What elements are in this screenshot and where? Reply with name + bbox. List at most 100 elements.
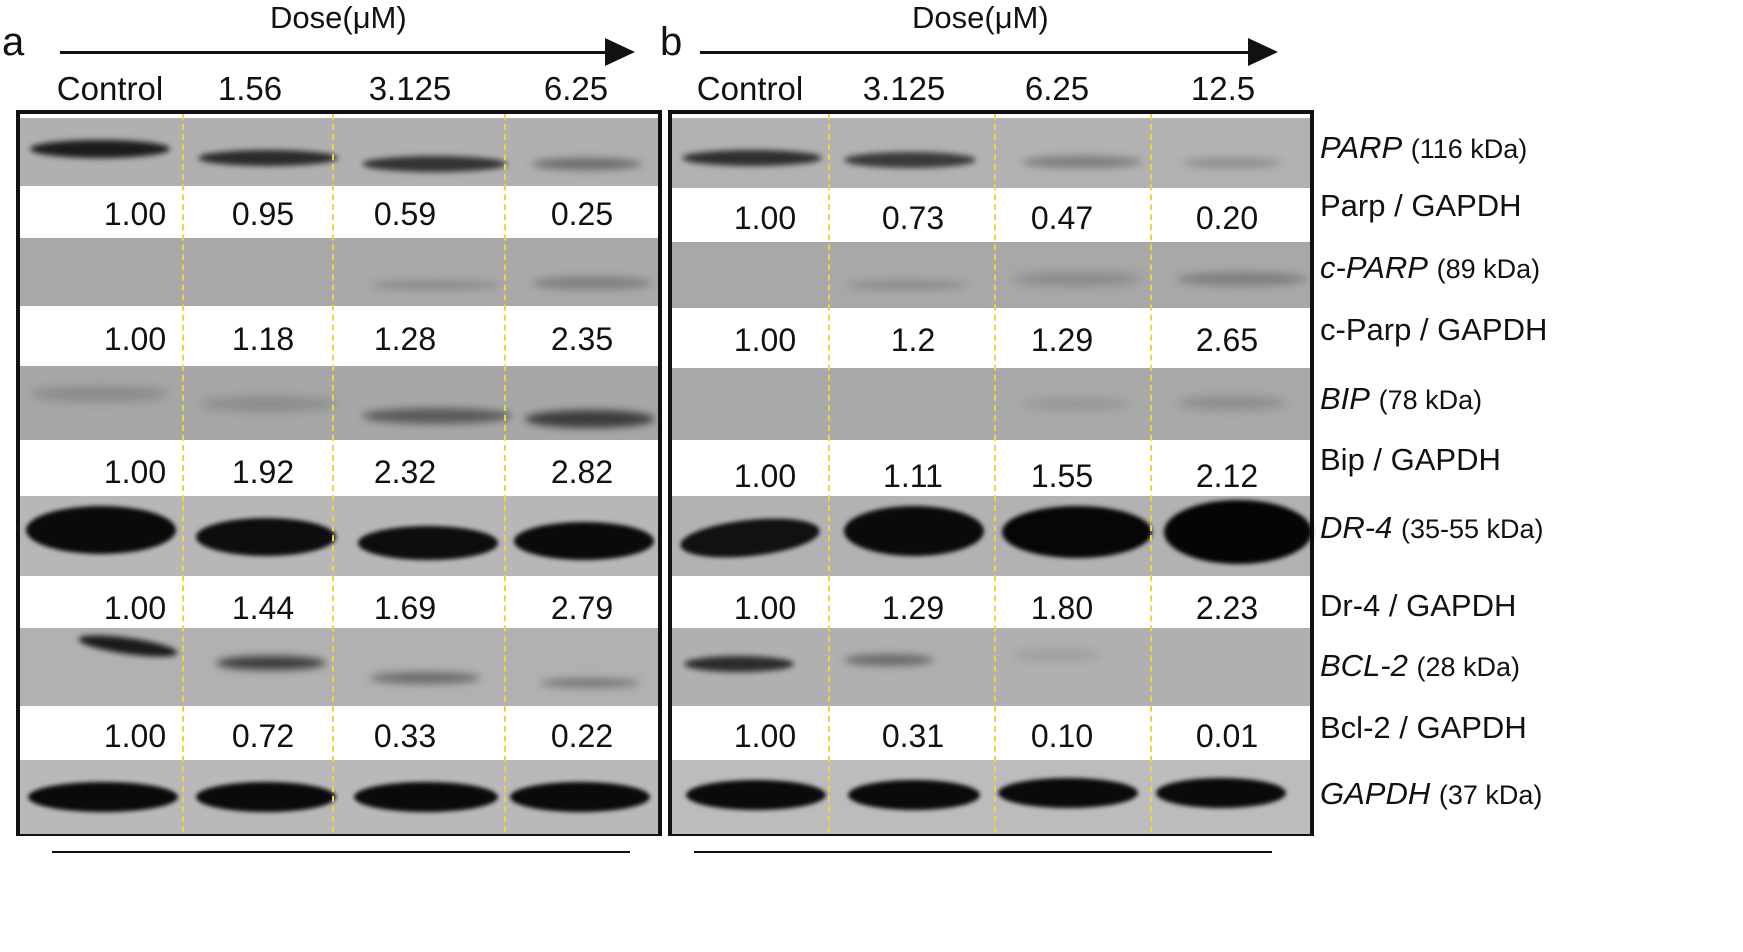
dose-arrow-b xyxy=(700,38,1278,66)
band xyxy=(514,522,654,560)
bottom-rule-a xyxy=(52,851,630,853)
ratio-value: 1.00 xyxy=(103,718,167,754)
ratio-row-dr4: 1.00 1.29 1.80 2.23 xyxy=(672,576,1310,628)
molecular-weight: (35-55 kDa) xyxy=(1400,514,1544,544)
blot-panel-b: 1.00 0.73 0.47 0.20 1.00 1.2 1.29 2.65 1… xyxy=(668,110,1314,836)
band xyxy=(1177,396,1287,410)
column-label-a-dose1: 1.56 xyxy=(217,70,283,107)
ratio-value: 1.28 xyxy=(373,321,437,357)
band xyxy=(1002,506,1152,558)
band xyxy=(844,654,934,666)
lane-divider xyxy=(182,114,184,832)
band xyxy=(1022,156,1142,168)
ratio-value: 0.31 xyxy=(881,718,945,754)
blot-strip-bcl2 xyxy=(672,628,1310,706)
band xyxy=(28,782,178,812)
column-label-a-dose3: 6.25 xyxy=(543,70,609,107)
band xyxy=(370,280,500,290)
blot-strip-bip xyxy=(672,368,1310,440)
label-dr4-ratio: Dr-4 / GAPDH xyxy=(1320,588,1517,623)
blot-strip-parp xyxy=(672,118,1310,188)
ratio-value: 0.95 xyxy=(231,196,295,232)
band xyxy=(196,782,336,812)
panel-letter-b: b xyxy=(660,20,683,64)
band xyxy=(354,782,498,812)
ratio-row-cparp: 1.00 1.2 1.29 2.65 xyxy=(672,308,1310,368)
dose-arrow-a xyxy=(60,38,635,66)
ratio-row-bcl2: 1.00 0.31 0.10 0.01 xyxy=(672,706,1310,760)
band xyxy=(358,526,498,560)
band xyxy=(1177,272,1307,286)
ratio-value: 1.80 xyxy=(1030,590,1094,626)
label-cparp-ratio: c-Parp / GAPDH xyxy=(1320,312,1548,347)
ratio-value: 1.55 xyxy=(1030,458,1094,494)
band xyxy=(370,672,480,684)
ratio-value: 0.72 xyxy=(231,718,295,754)
band xyxy=(848,780,980,810)
ratio-value: 1.00 xyxy=(103,321,167,357)
ratio-value: 2.79 xyxy=(550,590,614,626)
ratio-value: 1.00 xyxy=(103,590,167,626)
band xyxy=(1156,778,1286,808)
band xyxy=(678,512,822,564)
label-parp: PARP (116 kDa) xyxy=(1320,130,1527,166)
ratio-value: 2.35 xyxy=(550,321,614,357)
ratio-value: 1.44 xyxy=(231,590,295,626)
band xyxy=(686,780,826,810)
label-bip-ratio: Bip / GAPDH xyxy=(1320,442,1501,477)
ratio-value: 1.29 xyxy=(881,590,945,626)
ratio-value: 1.00 xyxy=(103,196,167,232)
protein-name: c-PARP xyxy=(1320,250,1428,285)
molecular-weight: (116 kDa) xyxy=(1410,134,1528,164)
ratio-row-parp: 1.00 0.73 0.47 0.20 xyxy=(672,188,1310,242)
molecular-weight: (37 kDa) xyxy=(1438,780,1543,810)
band xyxy=(682,150,822,166)
band xyxy=(844,152,976,168)
ratio-value: 1.18 xyxy=(231,321,295,357)
band xyxy=(216,656,326,670)
column-label-a-dose2: 3.125 xyxy=(368,70,452,107)
blot-strip-parp xyxy=(20,118,658,186)
ratio-row-bcl2: 1.00 0.72 0.33 0.22 xyxy=(20,706,658,760)
band xyxy=(30,386,170,402)
blot-panel-a: 1.00 0.95 0.59 0.25 1.00 1.18 1.28 2.35 … xyxy=(16,110,662,836)
lane-divider xyxy=(504,114,506,832)
blot-strip-cparp xyxy=(20,238,658,306)
ratio-value: 1.00 xyxy=(733,458,797,494)
column-label-b-dose1: 3.125 xyxy=(862,70,946,107)
blot-strip-bip xyxy=(20,366,658,440)
bottom-rule-b xyxy=(694,851,1272,853)
label-cparp: c-PARP (89 kDa) xyxy=(1320,250,1540,286)
protein-name: BCL-2 xyxy=(1320,648,1408,683)
column-label-b-dose3: 12.5 xyxy=(1190,70,1256,107)
blot-strip-bcl2 xyxy=(20,628,658,706)
band xyxy=(540,678,640,688)
ratio-value: 0.20 xyxy=(1195,200,1259,236)
lane-divider xyxy=(994,114,996,832)
band xyxy=(532,276,652,290)
label-bcl2: BCL-2 (28 kDa) xyxy=(1320,648,1520,684)
column-label-a-control: Control xyxy=(56,70,164,107)
label-parp-ratio: Parp / GAPDH xyxy=(1320,188,1522,223)
column-label-b-dose2: 6.25 xyxy=(1024,70,1090,107)
band xyxy=(77,631,179,661)
band xyxy=(1182,158,1282,168)
ratio-row-bip: 1.00 1.92 2.32 2.82 xyxy=(20,440,658,496)
band xyxy=(196,518,336,556)
ratio-value: 2.23 xyxy=(1195,590,1259,626)
label-dr4: DR-4 (35-55 kDa) xyxy=(1320,510,1544,546)
ratio-value: 1.00 xyxy=(733,718,797,754)
ratio-value: 0.22 xyxy=(550,718,614,754)
protein-name: DR-4 xyxy=(1320,510,1393,545)
band xyxy=(1012,650,1102,660)
ratio-value: 1.11 xyxy=(883,458,943,494)
ratio-value: 1.29 xyxy=(1030,322,1094,358)
ratio-value: 1.00 xyxy=(733,200,797,236)
molecular-weight: (78 kDa) xyxy=(1378,385,1483,415)
ratio-value: 1.92 xyxy=(231,454,295,490)
ratio-value: 2.12 xyxy=(1195,458,1259,494)
ratio-value: 0.47 xyxy=(1030,200,1094,236)
dose-label-a: Dose(μM) xyxy=(270,0,407,35)
band xyxy=(684,656,794,672)
band xyxy=(362,408,512,424)
